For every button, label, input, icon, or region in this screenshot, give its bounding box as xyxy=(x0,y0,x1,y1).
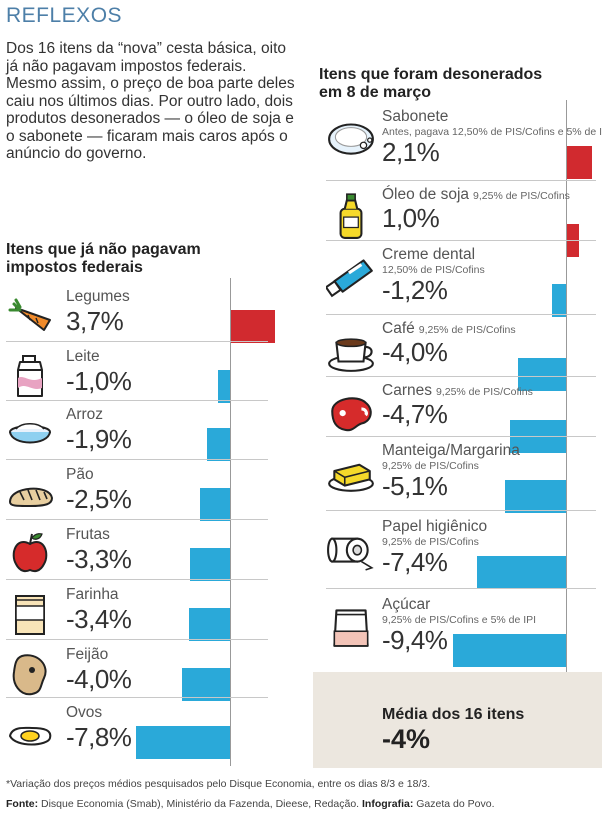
zero-axis xyxy=(230,278,231,766)
value-label: -3,3% xyxy=(66,544,132,574)
value-label: -4,0% xyxy=(66,664,132,694)
category-note: 9,25% de PIS/Cofins xyxy=(473,190,570,202)
sugar-bag-icon xyxy=(326,600,376,655)
bar xyxy=(189,608,230,641)
bar xyxy=(518,358,566,391)
value-label: 3,7% xyxy=(66,306,124,336)
row-divider xyxy=(6,459,268,460)
category-label: Café 9,25% de PIS/Cofins xyxy=(382,320,516,337)
category-label: Carnes 9,25% de PIS/Cofins xyxy=(382,382,533,399)
bar xyxy=(190,548,230,581)
category-label: Manteiga/Margarina xyxy=(382,442,520,459)
category-label: Açúcar xyxy=(382,596,431,613)
average-value: -4% xyxy=(382,724,431,754)
category-label: Frutas xyxy=(66,526,110,543)
footnote: *Variação dos preços médios pesquisados … xyxy=(6,778,431,790)
category-note: 9,25% de PIS/Cofins xyxy=(382,460,479,472)
rice-bowl-icon xyxy=(6,408,54,461)
bar xyxy=(477,556,566,589)
apple-icon xyxy=(6,528,54,581)
source-line: Fonte: Disque Economia (Smab), Ministéri… xyxy=(6,798,494,810)
category-label: Legumes xyxy=(66,288,130,305)
category-label: Creme dental xyxy=(382,246,476,263)
value-label: -5,1% xyxy=(382,471,448,501)
category-label: Óleo de soja 9,25% de PIS/Cofins xyxy=(382,186,570,203)
value-label: -7,4% xyxy=(382,547,448,577)
bean-icon xyxy=(6,648,54,701)
value-label: -7,8% xyxy=(66,722,132,752)
row-divider xyxy=(326,510,596,511)
row-divider xyxy=(6,579,268,580)
value-label: -1,2% xyxy=(382,275,448,305)
milk-carton-icon xyxy=(6,350,54,403)
source-label: Fonte: xyxy=(6,798,39,810)
egg-icon xyxy=(6,706,54,759)
bar xyxy=(453,634,566,667)
flour-bag-icon xyxy=(6,588,54,641)
toilet-paper-icon xyxy=(326,522,376,577)
source-text: Disque Economia (Smab), Ministério da Fa… xyxy=(41,798,360,810)
bar xyxy=(136,726,230,759)
row-divider xyxy=(326,436,596,437)
infographic-label: Infografia: xyxy=(362,798,414,810)
value-label: -1,9% xyxy=(66,424,132,454)
right-chart-title: Itens que foram desonerados em 8 de març… xyxy=(319,66,543,101)
value-label: -4,7% xyxy=(382,399,448,429)
oil-bottle-icon xyxy=(326,190,376,245)
value-label: -1,0% xyxy=(66,366,132,396)
row-divider xyxy=(6,697,268,698)
value-label: 1,0% xyxy=(382,203,440,233)
carrot-icon xyxy=(6,290,54,343)
category-label: Pão xyxy=(66,466,94,483)
infographic-text: Gazeta do Povo. xyxy=(416,798,495,810)
bar xyxy=(504,480,566,513)
category-label: Papel higiênico xyxy=(382,518,488,535)
category-note: 12,50% de PIS/Cofins xyxy=(382,264,485,276)
row-divider xyxy=(326,180,596,181)
bar xyxy=(182,668,230,701)
value-label: -4,0% xyxy=(382,337,448,367)
bar xyxy=(200,488,230,521)
kicker: REFLEXOS xyxy=(6,4,123,27)
bar xyxy=(551,284,566,317)
left-chart-title: Itens que já não pagavam impostos federa… xyxy=(6,241,201,276)
category-label: Ovos xyxy=(66,704,103,721)
category-note: 9,25% de PIS/Cofins xyxy=(382,536,479,548)
bar xyxy=(207,428,230,461)
row-divider xyxy=(326,314,596,315)
toothpaste-icon xyxy=(324,250,376,305)
meat-icon xyxy=(326,386,376,441)
category-note: 9,25% de PIS/Cofins xyxy=(435,386,533,398)
intro-text: Dos 16 itens da “nova” cesta básica, oit… xyxy=(6,40,295,162)
row-divider xyxy=(6,341,268,342)
value-label: -9,4% xyxy=(382,625,448,655)
category-note: 9,25% de PIS/Cofins e 5% de IPI xyxy=(382,614,537,626)
row-divider xyxy=(6,639,268,640)
zero-axis xyxy=(566,100,567,766)
category-label: Sabonete xyxy=(382,108,449,125)
category-label: Feijão xyxy=(66,646,109,663)
value-label: -2,5% xyxy=(66,484,132,514)
row-divider xyxy=(6,400,268,401)
average-label: Média dos 16 itens xyxy=(382,706,525,723)
bar xyxy=(218,370,230,403)
category-label: Arroz xyxy=(66,406,104,423)
bar xyxy=(231,310,276,343)
category-label: Farinha xyxy=(66,586,119,603)
row-divider xyxy=(326,376,596,377)
row-divider xyxy=(326,588,596,589)
category-note: Antes, pagava 12,50% de PIS/Cofins e 5% … xyxy=(382,126,602,138)
value-label: -3,4% xyxy=(66,604,132,634)
soap-icon xyxy=(326,112,376,167)
bar xyxy=(567,146,593,179)
average-box xyxy=(313,672,602,768)
row-divider xyxy=(6,519,268,520)
value-label: 2,1% xyxy=(382,137,440,167)
category-note: 9,25% de PIS/Cofins xyxy=(418,324,516,336)
row-divider xyxy=(326,240,596,241)
coffee-cup-icon xyxy=(326,324,376,379)
category-label: Leite xyxy=(66,348,100,365)
butter-icon xyxy=(326,446,376,501)
bread-icon xyxy=(6,468,54,521)
